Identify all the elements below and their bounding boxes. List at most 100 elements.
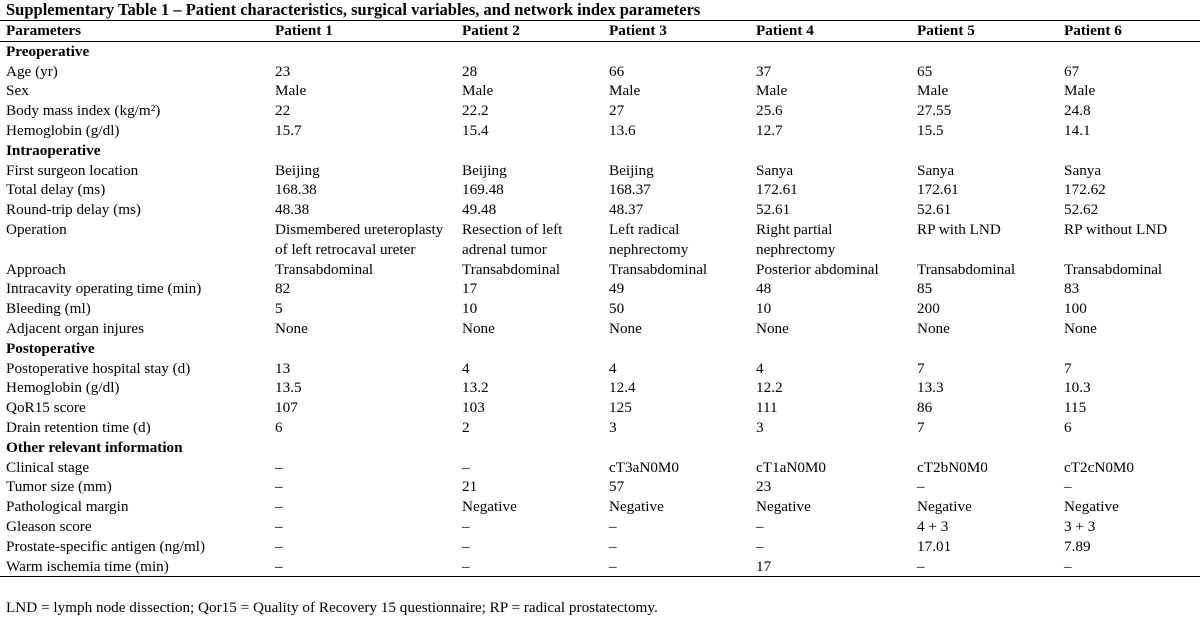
table-row: Tumor size (mm) – 21 57 23 – – — [0, 477, 1200, 497]
table-cell: Transabdominal — [1064, 260, 1163, 278]
table-cell: Right partial nephrectomy — [756, 220, 836, 258]
table-cell: 65 — [917, 62, 933, 80]
table-cell: 17 — [462, 280, 478, 298]
section-row: Postoperative — [0, 339, 1200, 359]
table-cell: 13.6 — [609, 121, 636, 139]
table-cell: – — [275, 557, 283, 575]
table-row: QoR15 score 107 103 125 111 86 115 — [0, 398, 1200, 418]
table-cell: 50 — [609, 300, 625, 318]
table-cell: 48.38 — [275, 201, 310, 219]
section-other: Other relevant information — [6, 438, 183, 456]
row-label: Postoperative hospital stay (d) — [6, 359, 191, 377]
table-cell: Male — [756, 82, 788, 100]
table-cell: 12.7 — [756, 121, 783, 139]
table-cell: Negative — [1064, 498, 1119, 516]
table-cell: 15.4 — [462, 121, 489, 139]
table-title: Supplementary Table 1 – Patient characte… — [6, 0, 701, 19]
table-cell: – — [462, 537, 470, 555]
table-cell: – — [462, 517, 470, 535]
table-cell: – — [756, 537, 764, 555]
table-cell: 10 — [462, 300, 478, 318]
table-cell: – — [917, 557, 925, 575]
table-cell: None — [462, 319, 495, 337]
table-cell: 100 — [1064, 300, 1087, 318]
row-label: Drain retention time (d) — [6, 418, 151, 436]
table-cell: Male — [462, 82, 494, 100]
table-cell: 24.8 — [1064, 102, 1091, 120]
table-cell: 172.61 — [756, 181, 798, 199]
table-cell: 3 + 3 — [1064, 517, 1096, 535]
row-label: Round-trip delay (ms) — [6, 201, 141, 219]
row-label: Warm ischemia time (min) — [6, 557, 169, 575]
table-cell: – — [609, 557, 617, 575]
header-row: Parameters Patient 1 Patient 2 Patient 3… — [0, 20, 1200, 42]
table-cell: cT3aN0M0 — [609, 458, 680, 476]
table-cell: Male — [609, 82, 641, 100]
header-patient-4: Patient 4 — [756, 22, 814, 39]
table-cell: 6 — [275, 418, 283, 436]
table-cell: None — [917, 319, 950, 337]
row-label: Hemoglobin (g/dl) — [6, 121, 120, 139]
table-row: Hemoglobin (g/dl) 13.5 13.2 12.4 12.2 13… — [0, 378, 1200, 398]
table-row: Approach Transabdominal Transabdominal T… — [0, 260, 1200, 280]
table-cell: 169.48 — [462, 181, 504, 199]
row-label: Bleeding (ml) — [6, 300, 91, 318]
table-row: Postoperative hospital stay (d) 13 4 4 4… — [0, 359, 1200, 379]
table-row: Clinical stage – – cT3aN0M0 cT1aN0M0 cT2… — [0, 458, 1200, 478]
table-cell: 22.2 — [462, 102, 489, 120]
table-cell: 7 — [917, 359, 925, 377]
row-label: Approach — [6, 260, 66, 278]
table-row: First surgeon location Beijing Beijing B… — [0, 161, 1200, 181]
row-label: Prostate-specific antigen (ng/ml) — [6, 537, 206, 555]
table-cell: Dismembered ureteroplasty of left retroc… — [275, 220, 444, 258]
table-cell: Sanya — [917, 161, 955, 179]
table-row: Age (yr) 23 28 66 37 65 67 — [0, 62, 1200, 82]
table-cell: 3 — [609, 418, 617, 436]
table-cell: – — [462, 557, 470, 575]
table-cell: – — [1064, 478, 1072, 496]
row-label: Total delay (ms) — [6, 181, 106, 199]
table-cell: 5 — [275, 300, 283, 318]
header-patient-1: Patient 1 — [275, 22, 333, 39]
table-cell: 13.3 — [917, 379, 944, 397]
row-label: Tumor size (mm) — [6, 478, 112, 496]
table-cell: 22 — [275, 102, 291, 120]
table-cell: – — [917, 478, 925, 496]
table-cell: – — [275, 537, 283, 555]
table-cell: 21 — [462, 478, 478, 496]
header-patient-6: Patient 6 — [1064, 22, 1122, 39]
table-cell: 66 — [609, 62, 625, 80]
table-row: Bleeding (ml) 5 10 50 10 200 100 — [0, 299, 1200, 319]
table-cell: 172.62 — [1064, 181, 1106, 199]
table-cell: 85 — [917, 280, 933, 298]
table-cell: Negative — [756, 498, 811, 516]
table-row: Total delay (ms) 168.38 169.48 168.37 17… — [0, 180, 1200, 200]
table-cell: 10 — [756, 300, 772, 318]
table-cell: 115 — [1064, 399, 1087, 417]
table-row: Drain retention time (d) 6 2 3 3 7 6 — [0, 418, 1200, 438]
table-cell: Negative — [917, 498, 972, 516]
table-cell: 82 — [275, 280, 291, 298]
row-label: Gleason score — [6, 517, 92, 535]
table-cell: 111 — [756, 399, 778, 417]
header-patient-5: Patient 5 — [917, 22, 975, 39]
table-cell: 13.5 — [275, 379, 302, 397]
table-cell: 4 — [756, 359, 764, 377]
table-row: Sex Male Male Male Male Male Male — [0, 81, 1200, 101]
table-cell: – — [609, 537, 617, 555]
table-cell: 125 — [609, 399, 632, 417]
row-label: Operation — [6, 220, 67, 238]
table-cell: 103 — [462, 399, 485, 417]
table-cell: 48 — [756, 280, 772, 298]
table-cell: – — [275, 458, 283, 476]
section-row: Preoperative — [0, 41, 1200, 61]
table-cell: Negative — [609, 498, 664, 516]
table-cell: 86 — [917, 399, 933, 417]
table-cell: – — [462, 458, 470, 476]
table-cell: – — [275, 517, 283, 535]
table-cell: 28 — [462, 62, 478, 80]
section-row: Intraoperative — [0, 141, 1200, 161]
table-cell: 14.1 — [1064, 121, 1091, 139]
header-patient-2: Patient 2 — [462, 22, 520, 39]
